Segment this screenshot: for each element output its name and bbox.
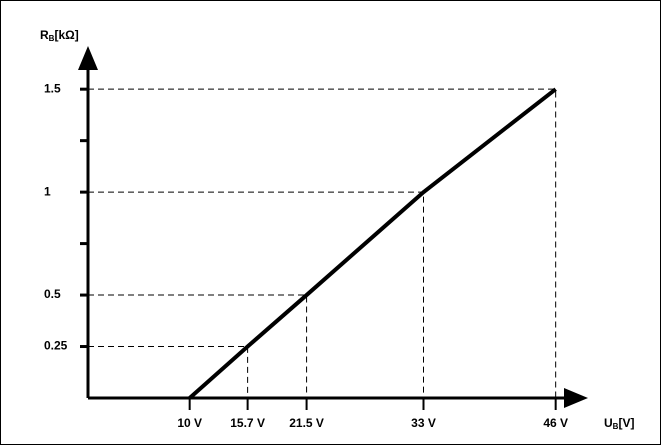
y-tick-label: 0.5 bbox=[44, 287, 61, 301]
x-tick-label: 33 V bbox=[411, 416, 436, 430]
x-arrow bbox=[564, 388, 588, 408]
x-tick-label: 15.7 V bbox=[230, 416, 265, 430]
x-tick-label: 46 V bbox=[543, 416, 568, 430]
x-axis-label: UB[V] bbox=[604, 416, 634, 431]
y-tick-label: 0.25 bbox=[44, 339, 68, 353]
x-tick-label: 10 V bbox=[177, 416, 202, 430]
y-arrow bbox=[78, 46, 98, 70]
line bbox=[188, 87, 557, 400]
guide-line bbox=[88, 88, 557, 398]
guide-line bbox=[88, 294, 308, 398]
x-tick-label: 21.5 V bbox=[289, 416, 324, 430]
y-axis-label: RB[kΩ] bbox=[40, 28, 79, 43]
y-tick-label: 1.5 bbox=[44, 81, 61, 95]
y-tick-label: 1 bbox=[44, 184, 51, 198]
guide-line bbox=[88, 346, 249, 398]
